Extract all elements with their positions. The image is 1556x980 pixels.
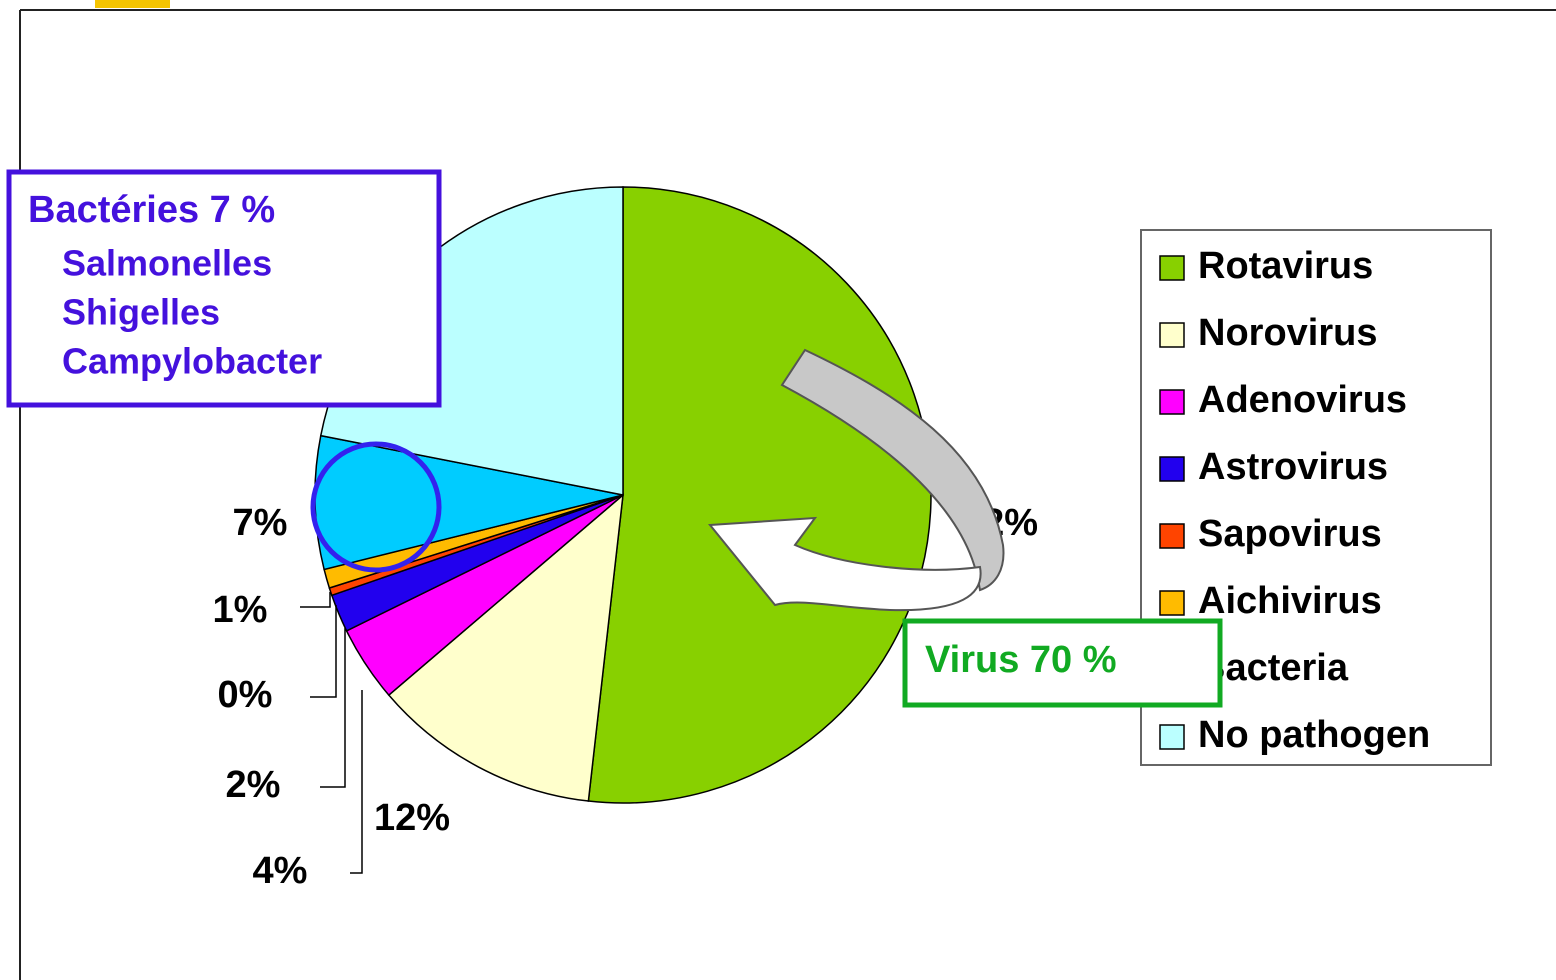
data-label: 4% bbox=[253, 850, 308, 892]
data-label: 7% bbox=[233, 502, 288, 544]
leader-line bbox=[310, 605, 337, 698]
leader-line bbox=[350, 690, 363, 874]
legend-items: Rotavirus Norovirus Adenovirus Astrovirus Sa… bbox=[1159, 245, 1430, 756]
arrow bbox=[708, 516, 982, 612]
data-label: 0% bbox=[218, 674, 273, 716]
bacteria-box bbox=[6, 169, 442, 408]
legend-swatch bbox=[1159, 590, 1185, 616]
legend-label: Astrovirus bbox=[1198, 446, 1388, 488]
legend-label: Rotavirus bbox=[1198, 245, 1373, 287]
legend-swatch bbox=[1159, 724, 1185, 750]
legend-label: Bacteria bbox=[1198, 647, 1349, 689]
pie-slice bbox=[587, 186, 932, 804]
highlight-circle bbox=[310, 441, 442, 573]
legend-swatch bbox=[1159, 322, 1185, 348]
legend-swatch bbox=[1159, 523, 1185, 549]
virus-box bbox=[902, 618, 1223, 708]
annotation-item: Campylobacter bbox=[62, 341, 322, 382]
data-label: 1% bbox=[213, 589, 268, 631]
data-label: 2% bbox=[226, 764, 281, 806]
pie-slice bbox=[387, 493, 624, 802]
legend-label: Adenovirus bbox=[1198, 379, 1407, 421]
annotation-item: Shigelles bbox=[62, 292, 220, 333]
legend-label: Aichivirus bbox=[1198, 580, 1382, 622]
legend-swatch bbox=[1159, 456, 1185, 482]
legend-label: Norovirus bbox=[1198, 312, 1377, 354]
annotation-title: Bactéries 7 % bbox=[28, 189, 275, 231]
legend-swatch bbox=[1159, 389, 1185, 415]
annotation-virus: Virus 70 % bbox=[925, 639, 1117, 681]
annotation-item: Salmonelles bbox=[62, 243, 272, 284]
leader-line bbox=[320, 628, 346, 788]
legend-label: Sapovirus bbox=[1198, 513, 1382, 555]
legend-label: No pathogen bbox=[1198, 714, 1430, 756]
decor bbox=[95, 0, 170, 8]
leader-line bbox=[300, 592, 331, 608]
arrow bbox=[780, 348, 1005, 592]
legend-swatch bbox=[1159, 255, 1185, 281]
data-label: 12% bbox=[374, 797, 450, 839]
